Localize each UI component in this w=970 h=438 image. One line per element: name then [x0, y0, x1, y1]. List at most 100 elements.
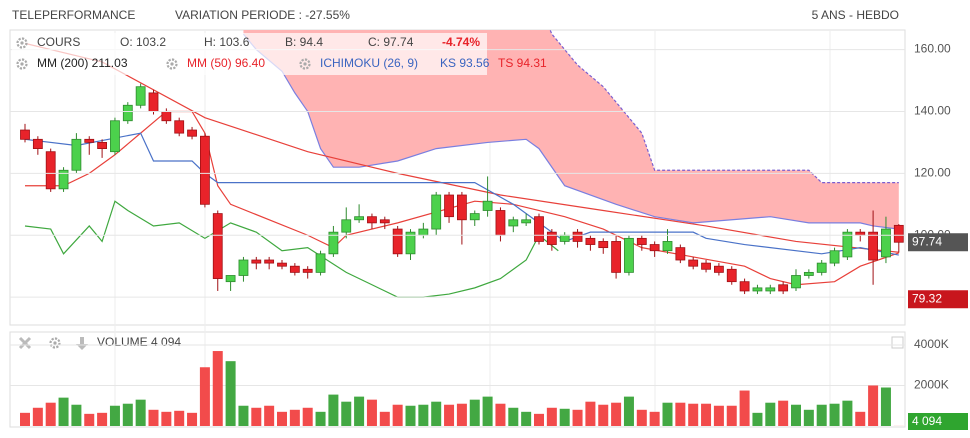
candle-body	[778, 284, 789, 292]
volume-bar	[495, 403, 506, 426]
volume-bar	[341, 401, 352, 426]
volume-bar	[122, 403, 133, 426]
volume-bar	[868, 385, 879, 426]
volume-bar	[354, 396, 365, 426]
candle-body	[611, 241, 621, 273]
volume-bar	[456, 403, 467, 426]
candle-body	[174, 120, 185, 134]
volume-bar	[379, 411, 390, 426]
candle-body	[20, 129, 30, 140]
volume-bar	[791, 404, 801, 426]
candle-body	[97, 142, 107, 149]
volume-bar	[829, 403, 840, 426]
candle-body	[829, 250, 840, 264]
volume-bar	[482, 396, 493, 426]
candle-body	[302, 268, 313, 273]
legend-mm200[interactable]: MM (200) 211.03	[37, 56, 128, 70]
variation: VARIATION PERIODE : -27.55%	[175, 8, 350, 22]
legend-ichimoku[interactable]: ICHIMOKU (26, 9)	[320, 56, 418, 70]
candle-body	[135, 86, 146, 106]
candle-body	[148, 92, 159, 112]
candle-body	[32, 138, 43, 150]
legend-ks: KS 93.56	[440, 56, 490, 70]
candle-body	[688, 259, 699, 267]
volume-bar	[572, 409, 583, 426]
legend-change: -4.74%	[442, 35, 480, 49]
volume-label: VOLUME 4 094	[97, 335, 181, 349]
candle-body	[431, 194, 442, 230]
cloud-lower	[242, 33, 899, 230]
candle-body	[649, 244, 660, 252]
volume-bar	[649, 411, 660, 426]
legend-high: H: 103.6	[204, 35, 250, 49]
volume-bar	[161, 411, 172, 426]
volume-bar	[726, 405, 737, 426]
candle-body	[739, 281, 750, 292]
candle-body	[714, 265, 724, 273]
candle-body	[521, 219, 532, 224]
candle-body	[469, 213, 480, 221]
period[interactable]: 5 ANS - HEBDO	[812, 8, 899, 22]
volume-bar	[546, 407, 557, 426]
title: TELEPERFORMANCE	[12, 8, 135, 22]
candle-body	[84, 138, 95, 143]
volume-bar	[366, 399, 377, 426]
volume-bar	[559, 408, 570, 426]
volume-bar	[508, 407, 519, 426]
volume-bar	[752, 412, 763, 426]
price-marker-label: 97.74	[912, 234, 942, 248]
candle-body	[559, 234, 570, 242]
volume-bar	[251, 407, 262, 426]
volume-bar	[611, 402, 622, 426]
candle-body	[212, 213, 223, 279]
y-tick-label: 160.00	[914, 42, 951, 56]
candle-body	[598, 241, 609, 249]
volume-bar	[174, 410, 185, 426]
candle-body	[624, 237, 634, 273]
candle-body	[675, 247, 686, 261]
volume-panel	[9, 331, 906, 428]
volume-bar	[534, 413, 544, 426]
indicator-line	[24, 200, 559, 298]
price-marker	[908, 233, 968, 252]
volume-bar	[135, 399, 146, 426]
candle-body	[264, 259, 275, 264]
candle-body	[572, 231, 583, 242]
legend-low: B: 94.4	[285, 35, 323, 49]
candle-body	[225, 275, 236, 283]
volume-bar	[739, 390, 750, 426]
candle-body	[893, 224, 904, 243]
volume-bar	[521, 411, 532, 426]
volume-bar	[636, 409, 647, 426]
candle-body	[508, 219, 519, 227]
legend-cours[interactable]: COURS	[37, 35, 80, 49]
candle-body	[58, 169, 69, 190]
candle-body	[816, 262, 827, 273]
volume-bar	[45, 402, 56, 426]
candle-body	[662, 241, 673, 252]
volume-bar	[187, 412, 198, 426]
volume-bar	[328, 394, 339, 426]
candle-body	[392, 228, 403, 255]
candle-body	[238, 259, 249, 276]
candle-body	[289, 265, 300, 273]
candle-body	[546, 231, 557, 245]
candle-body	[199, 135, 210, 205]
candle-body	[791, 275, 801, 289]
volume-bar	[662, 402, 673, 426]
candle-body	[726, 268, 737, 283]
volume-bar	[431, 401, 442, 426]
indicator-line	[25, 110, 899, 286]
volume-bar	[598, 404, 609, 426]
candle-body	[161, 111, 172, 122]
volume-bar	[109, 405, 120, 426]
candle-body	[405, 231, 416, 255]
price-marker	[908, 290, 968, 309]
volume-bar	[238, 405, 249, 426]
volume-bar	[264, 405, 275, 426]
volume-bar	[199, 367, 210, 426]
candle-body	[45, 151, 56, 190]
volume-bar	[20, 412, 30, 426]
legend-mm50[interactable]: MM (50) 96.40	[187, 56, 265, 70]
volume-bar	[418, 404, 429, 426]
